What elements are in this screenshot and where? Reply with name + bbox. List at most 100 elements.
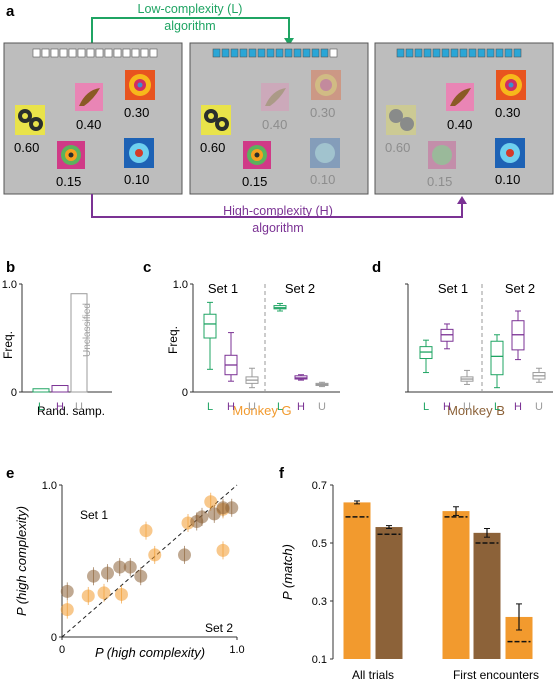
bar — [442, 511, 470, 659]
box — [203, 313, 217, 339]
scatter-point — [113, 560, 127, 574]
x-tick-label: H — [443, 401, 451, 413]
progress-segment — [59, 48, 68, 58]
x-tick-label: 0 — [59, 644, 65, 656]
progress-segment — [230, 48, 239, 58]
x-tick-label: H — [297, 401, 305, 413]
progress-segment — [239, 48, 248, 58]
panel-letter-a: a — [6, 3, 15, 20]
scatter-point — [81, 589, 95, 603]
x-tick-label: H — [56, 401, 64, 413]
progress-segment — [266, 48, 275, 58]
y-tick-label: 0 — [182, 387, 188, 399]
progress-segment — [432, 48, 441, 58]
chart-e: 00 1.0 1.0 — [42, 480, 245, 656]
progress-segment — [41, 48, 50, 58]
stimulus-set-2: 0.60 0.40 0.30 0.15 0.10 — [200, 70, 341, 189]
progress-segment — [450, 48, 459, 58]
panel-c: c Freq. Set 1 Set 2 Monkey G 0 1.0 L H U L H U — [143, 259, 340, 418]
bar-H — [51, 385, 69, 393]
scatter-point — [225, 501, 239, 515]
progress-segment — [423, 48, 432, 58]
panel-e: e P (high complexity) P (high complexity… — [6, 465, 245, 660]
x-tick-label: L — [494, 401, 500, 413]
progress-segment — [329, 48, 338, 58]
prob-label: 0.15 — [427, 174, 452, 189]
x-tick-label: L — [38, 401, 44, 413]
prob-label: 0.40 — [447, 117, 472, 132]
progress-segment — [140, 48, 149, 58]
scatter-point — [195, 510, 209, 524]
set2-label: Set 2 — [205, 621, 233, 635]
scatter-point — [87, 569, 100, 583]
progress-segment — [513, 48, 522, 58]
progress-segment — [311, 48, 320, 58]
bar — [343, 502, 371, 659]
scatter-point — [115, 587, 128, 601]
stimulus-set-1: 0.60 0.40 0.30 0.15 0.10 — [14, 70, 155, 189]
progress-segment — [284, 48, 293, 58]
x-tick-label: H — [514, 401, 522, 413]
prob-label: 0.10 — [495, 172, 520, 187]
progress-segment — [104, 48, 113, 58]
panel-b: b Freq. Rand. samp. 0 1.0 L H U Unclassified — [1, 259, 112, 418]
x-tick-label: 1.0 — [229, 644, 244, 656]
monkey-g-label: Monkey G — [232, 403, 291, 418]
prob-label: 0.40 — [76, 117, 101, 132]
box — [490, 340, 504, 376]
progress-segment — [68, 48, 77, 58]
prob-label: 0.30 — [495, 105, 520, 120]
identity-line — [61, 484, 238, 638]
progress-segment — [77, 48, 86, 58]
progress-segment — [293, 48, 302, 58]
y-tick-label: 0.1 — [312, 654, 327, 666]
scatter-point — [101, 566, 114, 580]
progress-segment — [275, 48, 284, 58]
x-axis-label: Rand. samp. — [37, 404, 105, 418]
y-axis-label: P (match) — [280, 544, 295, 600]
panel-letter-f: f — [279, 465, 285, 482]
x-tick-label: U — [248, 401, 256, 413]
progress-segment — [86, 48, 95, 58]
screen-3 — [374, 42, 554, 195]
progress-segment — [113, 48, 122, 58]
scatter-point — [139, 524, 153, 538]
set1-label: Set 1 — [438, 281, 468, 296]
x-tick-label: U — [535, 401, 543, 413]
progress-segment — [405, 48, 414, 58]
progress-segment — [248, 48, 257, 58]
prob-label: 0.60 — [200, 140, 225, 155]
prob-label: 0.60 — [385, 140, 410, 155]
set1-label: Set 1 — [80, 508, 108, 522]
bar-U — [70, 293, 88, 393]
y-tick-label: 1.0 — [42, 480, 57, 492]
progress-segment — [320, 48, 329, 58]
set1-label: Set 1 — [208, 281, 238, 296]
scatter-point — [60, 603, 74, 617]
progress-segment — [221, 48, 230, 58]
low-label-2: algorithm — [164, 19, 215, 33]
scatter-point — [204, 495, 218, 509]
y-tick-label: 0.7 — [312, 480, 327, 492]
prob-label: 0.10 — [310, 172, 335, 187]
progress-segment — [414, 48, 423, 58]
low-arrow-head — [284, 38, 294, 46]
y-axis-label: Freq. — [1, 331, 15, 359]
x-tick-label: U — [318, 401, 326, 413]
high-arrow-head — [457, 196, 467, 204]
panel-letter-c: c — [143, 259, 151, 276]
y-tick-label: 0.3 — [312, 596, 327, 608]
panel-a: a Low-complexity (L) algorithm 0.60 0.40… — [3, 2, 554, 235]
set2-label: Set 2 — [505, 281, 535, 296]
progress-segment — [149, 48, 158, 58]
progress-segment — [468, 48, 477, 58]
group-label: All trials — [352, 668, 394, 682]
high-complexity-arrow — [91, 194, 463, 218]
panel-f: f P (match) 0.1 0.3 0.5 0.7 All trials First … — [279, 465, 539, 682]
scatter-point — [97, 586, 111, 600]
low-complexity-arrow — [91, 17, 290, 43]
bar — [473, 532, 501, 659]
